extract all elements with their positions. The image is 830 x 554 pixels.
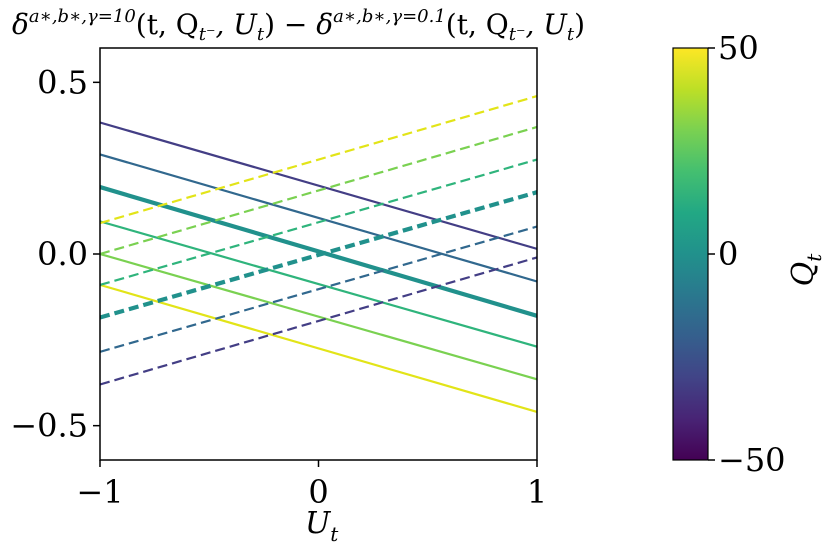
colorbar-tick-label: 0 bbox=[718, 235, 738, 273]
series-line-solid-q50-5 bbox=[100, 283, 537, 413]
series-line-solid-q-40-0 bbox=[100, 121, 537, 250]
series-line-dashed-q20-8 bbox=[100, 158, 537, 286]
series-line-dashed-q0-9 bbox=[100, 190, 537, 320]
colorbar-ticks: 50 0 −50 bbox=[708, 29, 786, 479]
y-axis-ticks: 0.5 0.0 −0.5 bbox=[10, 63, 100, 445]
colorbar-tick-label: 50 bbox=[718, 29, 759, 67]
y-tick-label: 0.5 bbox=[37, 63, 88, 101]
x-tick-label: 0 bbox=[308, 473, 328, 511]
y-tick-label: −0.5 bbox=[10, 407, 88, 445]
colorbar-tick-label: −50 bbox=[718, 441, 786, 479]
x-axis-label: Ut bbox=[305, 506, 339, 546]
series-line-solid-q30-4 bbox=[100, 252, 537, 381]
series-line-dashed-q-40-11 bbox=[100, 256, 537, 386]
series-line-dashed-q50-6 bbox=[100, 95, 537, 225]
x-tick-label: −1 bbox=[76, 473, 123, 511]
series-line-solid-q0-2 bbox=[100, 185, 537, 318]
x-tick-label: 1 bbox=[527, 473, 547, 511]
chart-title: δa∗,b∗,γ=10(t, Qt⁻, Ut) − δa∗,b∗,γ=0.1(t… bbox=[12, 6, 585, 45]
series-line-solid-q20-3 bbox=[100, 220, 537, 348]
colorbar bbox=[672, 47, 709, 461]
series-line-solid-q-20-1 bbox=[100, 153, 537, 283]
x-axis-ticks: −1 0 1 bbox=[76, 460, 547, 511]
y-tick-label: 0.0 bbox=[37, 235, 88, 273]
colorbar-label: Qt bbox=[786, 253, 826, 287]
series-line-dashed-q30-7 bbox=[100, 125, 537, 256]
series-line-dashed-q-20-10 bbox=[100, 225, 537, 353]
series-layer bbox=[100, 95, 537, 413]
